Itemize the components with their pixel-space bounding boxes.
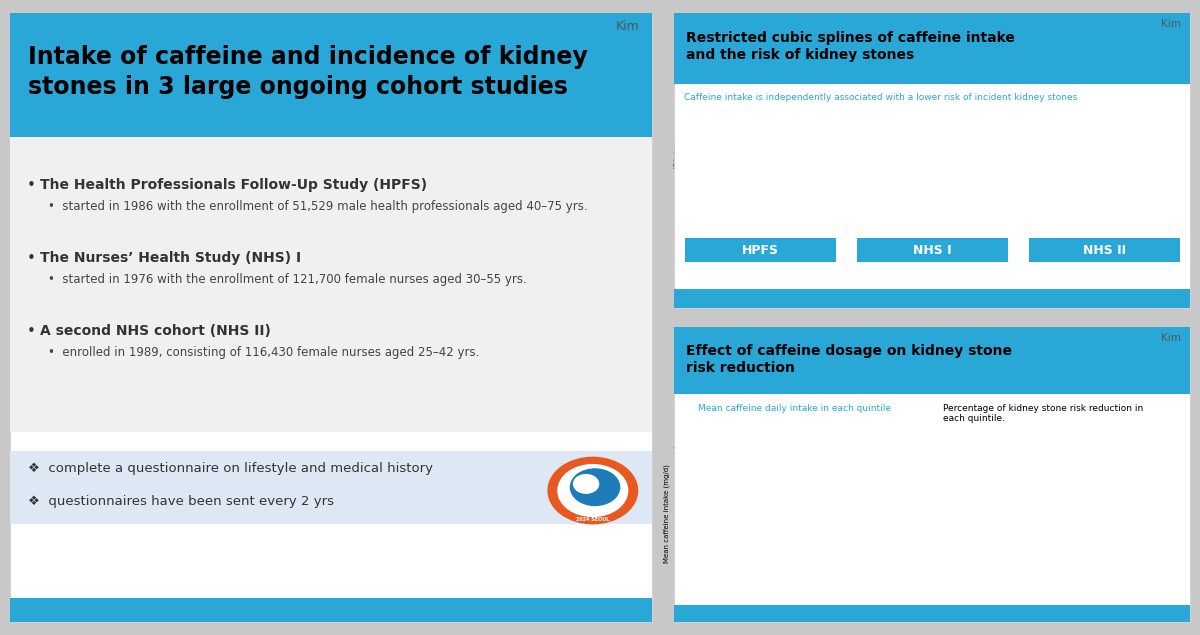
Circle shape — [548, 457, 637, 524]
Text: ❖  questionnaires have been sent every 2 yrs: ❖ questionnaires have been sent every 2 … — [28, 495, 334, 508]
HPFS — [1044, 486, 1058, 493]
Text: 2024 SEOUL: 2024 SEOUL — [576, 518, 610, 522]
Text: Kim: Kim — [616, 20, 640, 33]
HPFS — [948, 527, 962, 535]
Y-axis label: HR for stones: HR for stones — [846, 140, 850, 168]
X-axis label: caffeine (mg/d): caffeine (mg/d) — [1091, 239, 1118, 243]
Text: Intake of caffeine and incidence of kidney
stones in 3 large ongoing cohort stud: Intake of caffeine and incidence of kidn… — [28, 45, 587, 99]
Text: •  started in 1986 with the enrollment of 51,529 male health professionals aged : • started in 1986 with the enrollment of… — [48, 200, 588, 213]
Line: NHS II: NHS II — [953, 465, 1150, 565]
Text: Mean caffeine daily intake in each quintile: Mean caffeine daily intake in each quint… — [698, 404, 892, 413]
Y-axis label: HR for stones: HR for stones — [1018, 140, 1022, 168]
Text: HPFS: HPFS — [742, 244, 779, 257]
X-axis label: Quintile of caffeine intake: Quintile of caffeine intake — [1002, 599, 1100, 608]
Text: Adv Nutr 2016;S:419-424: Adv Nutr 2016;S:419-424 — [684, 609, 781, 618]
NHS II — [1140, 463, 1154, 471]
HPFS — [698, 572, 713, 580]
Text: The Health Professionals Follow-Up Study (HPFS): The Health Professionals Follow-Up Study… — [40, 178, 427, 192]
Text: Am J Clin Nutr 2014;100:1596-1603: Am J Clin Nutr 2014;100:1596-1603 — [684, 294, 821, 303]
NHS II — [948, 527, 962, 535]
Line: NHS II: NHS II — [703, 502, 900, 582]
Text: Caffeine intake is independently associated with a lower risk of incident kidney: Caffeine intake is independently associa… — [684, 93, 1078, 102]
Text: •  started in 1976 with the enrollment of 121,700 female nurses aged 30–55 yrs.: • started in 1976 with the enrollment of… — [48, 273, 527, 286]
HPFS — [1140, 469, 1154, 477]
Y-axis label: Mean caffeine intake (mg/d): Mean caffeine intake (mg/d) — [664, 464, 670, 563]
Text: Restricted cubic splines of caffeine intake
and the risk of kidney stones: Restricted cubic splines of caffeine int… — [686, 31, 1015, 62]
HPFS — [890, 471, 905, 478]
HPFS — [996, 517, 1010, 525]
NHS II — [842, 537, 857, 544]
NHS I — [794, 538, 809, 545]
NHS I — [948, 527, 962, 535]
HPFS — [746, 552, 761, 560]
HPFS — [1092, 476, 1106, 483]
NHS I — [890, 500, 905, 507]
X-axis label: Quintile of caffeine intake: Quintile of caffeine intake — [752, 599, 852, 608]
Text: The Nurses’ Health Study (NHS) I: The Nurses’ Health Study (NHS) I — [40, 251, 301, 265]
NHS II — [890, 501, 905, 509]
Text: Kim: Kim — [1160, 333, 1181, 344]
NHS II — [746, 566, 761, 573]
X-axis label: caffeine (mg/d): caffeine (mg/d) — [746, 239, 774, 243]
NHS II — [996, 558, 1010, 566]
Line: HPFS: HPFS — [703, 472, 900, 578]
Circle shape — [574, 474, 599, 493]
NHS II — [1044, 502, 1058, 510]
NHS I — [1092, 482, 1106, 490]
X-axis label: caffeine (mg/d): caffeine (mg/d) — [919, 239, 946, 243]
HPFS — [842, 509, 857, 517]
Line: NHS I: NHS I — [703, 501, 900, 578]
Text: NHS II: NHS II — [1082, 244, 1126, 257]
Text: A second NHS cohort (NHS II): A second NHS cohort (NHS II) — [40, 324, 270, 338]
NHS I — [698, 573, 713, 580]
Y-axis label: HR for stones: HR for stones — [674, 140, 678, 168]
Line: HPFS: HPFS — [953, 471, 1150, 533]
HPFS — [794, 530, 809, 538]
NHS I — [1140, 474, 1154, 481]
Text: •: • — [26, 251, 35, 266]
Y-axis label: Kidney stone risk reduction (%): Kidney stone risk reduction (%) — [916, 458, 923, 568]
Legend: HPFS, NHS I, NHS II: HPFS, NHS I, NHS II — [700, 447, 734, 471]
NHS II — [1092, 479, 1106, 487]
Circle shape — [570, 469, 619, 505]
Text: NHS I: NHS I — [913, 244, 952, 257]
Text: ❖  complete a questionnaire on lifestyle and medical history: ❖ complete a questionnaire on lifestyle … — [28, 462, 433, 475]
NHS I — [842, 522, 857, 530]
Text: Effect of caffeine dosage on kidney stone
risk reduction: Effect of caffeine dosage on kidney ston… — [686, 344, 1013, 375]
NHS I — [996, 538, 1010, 545]
Text: •: • — [26, 324, 35, 339]
Line: NHS I: NHS I — [953, 475, 1150, 544]
Text: •: • — [26, 178, 35, 193]
Text: •  enrolled in 1989, consisting of 116,430 female nurses aged 25–42 yrs.: • enrolled in 1989, consisting of 116,43… — [48, 346, 479, 359]
NHS II — [698, 575, 713, 583]
NHS I — [746, 556, 761, 564]
NHS I — [1044, 497, 1058, 504]
Text: Am J Clin Nutr 2014;100:1596-1603: Am J Clin Nutr 2014;100:1596-1603 — [28, 605, 226, 615]
NHS II — [794, 556, 809, 563]
Text: Kim: Kim — [1160, 19, 1181, 29]
Legend: HPFS, NHS I, NHS II: HPFS, NHS I, NHS II — [948, 447, 984, 471]
Circle shape — [558, 465, 628, 516]
Text: Percentage of kidney stone risk reduction in
each quintile.: Percentage of kidney stone risk reductio… — [943, 404, 1142, 424]
Text: WCET: WCET — [584, 459, 601, 464]
